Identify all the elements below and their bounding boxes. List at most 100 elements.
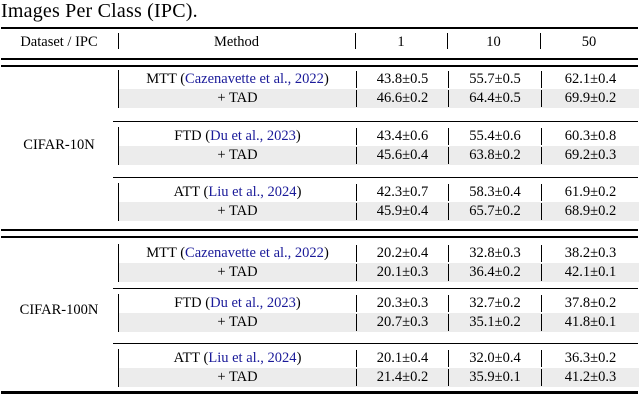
value-cell-ipc10: 65.7±0.2 [448, 203, 541, 220]
value-cell-ipc50: 37.8±0.2 [541, 295, 639, 312]
method-name-close: ) [295, 295, 301, 311]
header-double-rule-top [1, 58, 638, 60]
method-block-ftd-100n: FTD (Du et al., 2023) 20.3±0.3 32.7±0.2 … [118, 294, 639, 332]
value-cell-ipc50: 38.2±0.3 [541, 245, 639, 262]
method-name-close: ) [323, 71, 329, 87]
value-cell-ipc1: 20.7±0.3 [356, 314, 448, 331]
value-cell-ipc1: 46.6±0.2 [356, 90, 448, 107]
tad-label: + TAD [217, 203, 258, 219]
header-ipc-50: 50 [581, 33, 597, 50]
dataset-label-cifar100n: CIFAR-100N [19, 302, 99, 318]
method-name: FTD ( [174, 128, 211, 144]
value-cell-ipc1: 43.8±0.5 [356, 71, 448, 88]
header-separator [118, 33, 120, 49]
method-cell: ATT (Liu et al., 2024) [119, 184, 356, 201]
method-cell: FTD (Du et al., 2023) [119, 128, 356, 145]
table-row-tad: + TAD 45.6±0.4 63.8±0.2 69.2±0.3 [119, 146, 639, 165]
citation-link[interactable]: Du et al., 2023 [210, 295, 296, 311]
citation-link[interactable]: Du et al., 2023 [210, 128, 296, 144]
value-cell-ipc10: 32.8±0.3 [448, 245, 541, 262]
value-cell-ipc10: 36.4±0.2 [448, 264, 541, 281]
citation-link[interactable]: Liu et al., 2024 [208, 350, 297, 366]
table-row: MTT (Cazenavette et al., 2022) 20.2±0.4 … [119, 244, 639, 263]
value-cell-ipc50: 41.8±0.1 [541, 314, 639, 331]
value-cell-ipc10: 35.9±0.1 [448, 369, 541, 386]
citation-link[interactable]: Cazenavette et al., 2022 [185, 245, 324, 261]
value-cell-ipc10: 64.4±0.5 [448, 90, 541, 107]
header-separator [355, 33, 357, 49]
block-separator-rule [113, 343, 638, 344]
method-name-close: ) [296, 350, 302, 366]
tad-label: + TAD [217, 369, 258, 385]
value-cell-ipc50: 69.9±0.2 [541, 90, 639, 107]
method-cell: MTT (Cazenavette et al., 2022) [119, 245, 356, 262]
table-row-tad: + TAD 20.7±0.3 35.1±0.2 41.8±0.1 [119, 313, 639, 332]
value-cell-ipc1: 20.3±0.3 [356, 295, 448, 312]
table-row-tad: + TAD 21.4±0.2 35.9±0.1 41.2±0.3 [119, 368, 639, 387]
method-name: ATT ( [173, 184, 209, 200]
table-caption: Images Per Class (IPC). [1, 0, 198, 22]
value-cell-ipc50: 62.1±0.4 [541, 71, 639, 88]
block-separator-rule [113, 288, 638, 289]
method-name-close: ) [296, 184, 302, 200]
value-cell-ipc50: 69.2±0.3 [541, 147, 639, 164]
header-method: Method [213, 33, 260, 50]
method-block-ftd-10n: FTD (Du et al., 2023) 43.4±0.6 55.4±0.6 … [118, 127, 639, 165]
value-cell-ipc10: 55.7±0.5 [448, 71, 541, 88]
value-cell-ipc10: 32.0±0.4 [448, 350, 541, 367]
method-block-att-10n: ATT (Liu et al., 2024) 42.3±0.7 58.3±0.4… [118, 183, 639, 221]
citation-link[interactable]: Liu et al., 2024 [208, 184, 297, 200]
header-double-rule-bottom [1, 65, 638, 67]
table-bottom-rule [1, 391, 638, 394]
value-cell-ipc1: 45.9±0.4 [356, 203, 448, 220]
table-header-row: Dataset / IPC Method 1 10 50 [0, 31, 638, 53]
table-row-tad: + TAD 46.6±0.2 64.4±0.5 69.9±0.2 [119, 89, 639, 108]
value-cell-ipc50: 60.3±0.8 [541, 128, 639, 145]
table-top-rule [1, 27, 638, 29]
value-cell-ipc1: 42.3±0.7 [356, 184, 448, 201]
method-name: ATT ( [173, 350, 209, 366]
value-cell-ipc50: 36.3±0.2 [541, 350, 639, 367]
value-cell-ipc1: 20.2±0.4 [356, 245, 448, 262]
value-cell-ipc10: 58.3±0.4 [448, 184, 541, 201]
value-cell-ipc1: 20.1±0.4 [356, 350, 448, 367]
table-row: ATT (Liu et al., 2024) 42.3±0.7 58.3±0.4… [119, 183, 639, 202]
table-row-tad: + TAD 20.1±0.3 36.4±0.2 42.1±0.1 [119, 263, 639, 282]
value-cell-ipc50: 41.2±0.3 [541, 369, 639, 386]
section-double-rule-top [1, 229, 638, 231]
value-cell-ipc50: 68.9±0.2 [541, 203, 639, 220]
method-block-mtt-100n: MTT (Cazenavette et al., 2022) 20.2±0.4 … [118, 244, 639, 282]
section-double-rule-bottom [1, 236, 638, 238]
table-row: ATT (Liu et al., 2024) 20.1±0.4 32.0±0.4… [119, 349, 639, 368]
method-cell: MTT (Cazenavette et al., 2022) [119, 71, 356, 88]
value-cell-ipc10: 55.4±0.6 [448, 128, 541, 145]
header-separator [447, 33, 449, 49]
method-name: MTT ( [146, 71, 186, 87]
value-cell-ipc1: 21.4±0.2 [356, 369, 448, 386]
value-cell-ipc1: 20.1±0.3 [356, 264, 448, 281]
table-row: MTT (Cazenavette et al., 2022) 43.8±0.5 … [119, 70, 639, 89]
header-ipc-1: 1 [397, 33, 405, 50]
table-row-tad: + TAD 45.9±0.4 65.7±0.2 68.9±0.2 [119, 202, 639, 221]
header-separator [540, 33, 542, 49]
dataset-label-cifar10n: CIFAR-10N [23, 137, 95, 153]
value-cell-ipc1: 43.4±0.6 [356, 128, 448, 145]
method-name: MTT ( [146, 245, 186, 261]
method-block-att-100n: ATT (Liu et al., 2024) 20.1±0.4 32.0±0.4… [118, 349, 639, 387]
tad-label: + TAD [217, 90, 258, 106]
value-cell-ipc50: 61.9±0.2 [541, 184, 639, 201]
value-cell-ipc10: 63.8±0.2 [448, 147, 541, 164]
value-cell-ipc1: 45.6±0.4 [356, 147, 448, 164]
citation-link[interactable]: Cazenavette et al., 2022 [185, 71, 324, 87]
method-block-mtt-10n: MTT (Cazenavette et al., 2022) 43.8±0.5 … [118, 70, 639, 108]
header-ipc-10: 10 [486, 33, 501, 50]
value-cell-ipc50: 42.1±0.1 [541, 264, 639, 281]
tad-label: + TAD [217, 314, 258, 330]
block-separator-rule [113, 121, 638, 122]
tad-label: + TAD [217, 264, 258, 280]
value-cell-ipc10: 35.1±0.2 [448, 314, 541, 331]
method-name: FTD ( [174, 295, 211, 311]
method-cell: ATT (Liu et al., 2024) [119, 350, 356, 367]
method-name-close: ) [295, 128, 301, 144]
